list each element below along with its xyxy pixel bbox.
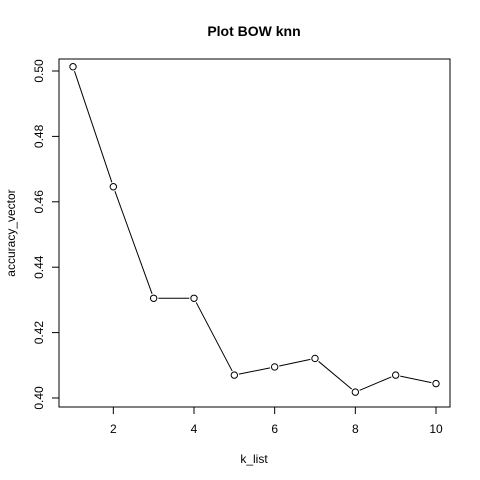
y-axis: 0.40 0.42 0.44 0.46 0.48 0.50	[32, 59, 59, 410]
series-line-segment	[359, 376, 392, 391]
plot-frame	[58, 58, 451, 408]
y-tick-label: 0.50	[32, 59, 46, 83]
data-point	[270, 363, 279, 371]
data-point	[311, 354, 319, 363]
series-line-segment	[318, 361, 353, 390]
y-tick-label: 0.46	[32, 190, 46, 214]
y-axis-label: accuracy_vector	[4, 189, 18, 276]
series-line-segment	[74, 71, 113, 183]
x-tick-label: 4	[191, 422, 198, 436]
series-line-segment	[400, 375, 432, 384]
chart-title: Plot BOW knn	[207, 23, 300, 39]
x-tick-label: 10	[429, 422, 443, 436]
x-tick-label: 2	[110, 422, 117, 436]
y-tick-label: 0.40	[32, 386, 46, 410]
data-point	[190, 294, 198, 302]
x-axis: 2 4 6 8 10	[110, 407, 443, 436]
x-tick-label: 6	[271, 422, 278, 436]
x-tick-label: 8	[352, 422, 359, 436]
x-axis-label: k_list	[240, 452, 268, 466]
data-point	[109, 183, 118, 191]
data-point	[230, 371, 239, 379]
y-tick-label: 0.42	[32, 321, 46, 345]
y-tick-label: 0.48	[32, 124, 46, 148]
data-point	[149, 294, 158, 302]
data-point	[351, 388, 360, 396]
y-tick-label: 0.44	[32, 255, 46, 279]
series-line-segment	[114, 191, 153, 295]
series-group	[69, 63, 440, 396]
data-point	[432, 379, 440, 388]
data-point	[69, 63, 77, 71]
series-line-segment	[238, 367, 271, 375]
series-line-segment	[279, 358, 311, 367]
series-line-segment	[195, 302, 233, 372]
data-point	[391, 371, 400, 379]
